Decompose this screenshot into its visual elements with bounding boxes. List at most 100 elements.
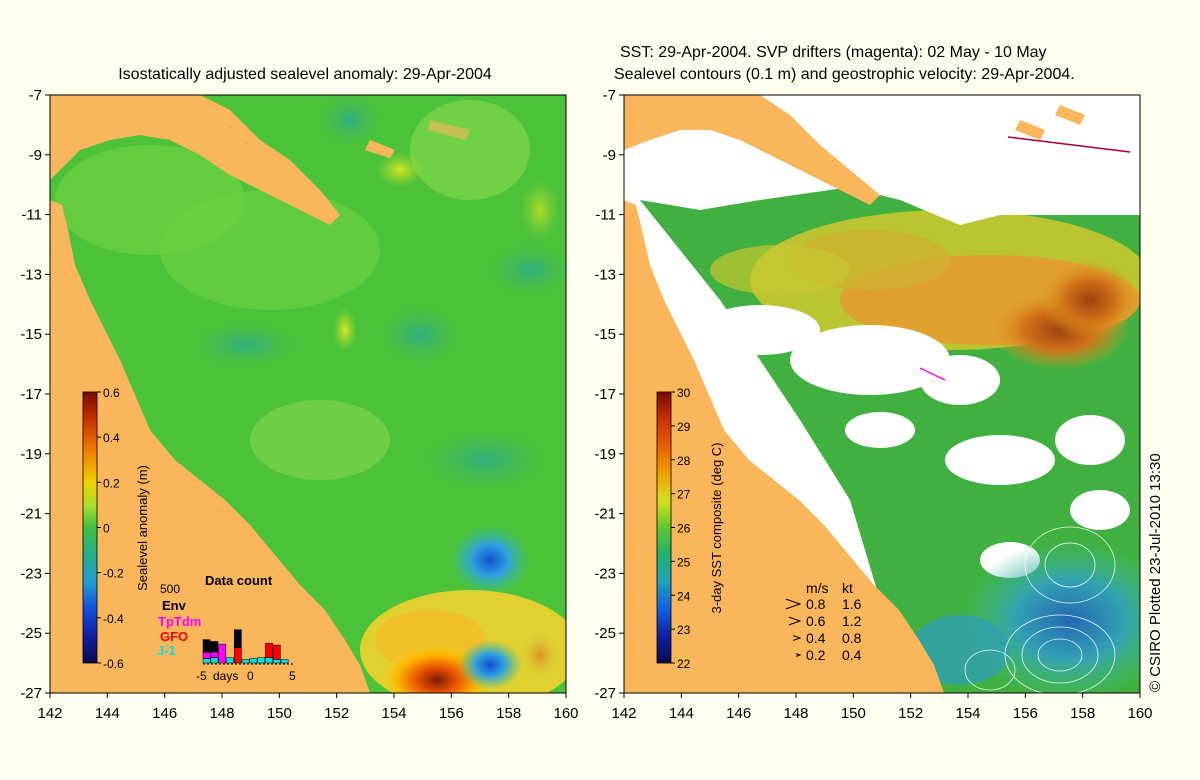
velocity-legend-arrow bbox=[788, 616, 802, 626]
data-count-bar-j1 bbox=[241, 659, 250, 664]
data-count-legend-gfo: GFO bbox=[160, 629, 188, 644]
sla-ytick-label: -23 bbox=[20, 565, 42, 582]
sla-xtick-label: 156 bbox=[439, 705, 464, 722]
velocity-legend-arrow bbox=[792, 635, 802, 641]
data-count-legend-env: Env bbox=[162, 598, 187, 613]
data-count-bar-tptdm bbox=[202, 651, 211, 659]
data-count-bar-j1 bbox=[202, 658, 211, 664]
data-count-bar-j1 bbox=[265, 657, 273, 664]
velocity-legend-ms: 0.8 bbox=[806, 596, 826, 612]
sst-xtick-label: 150 bbox=[841, 705, 866, 722]
data-count-bar-env bbox=[202, 639, 211, 653]
sst-colorbar-tick-label: 23 bbox=[677, 623, 691, 637]
sla-colorbar-tick-label: 0.6 bbox=[103, 386, 120, 400]
data-count-xlabel: days bbox=[213, 669, 238, 683]
data-count-bar-gfo bbox=[233, 647, 242, 664]
sla-xtick-label: 160 bbox=[553, 705, 578, 722]
velocity-legend-kt: 1.2 bbox=[842, 613, 862, 629]
sst-xtick-label: 152 bbox=[898, 705, 923, 722]
sst-map-axes: 142 144 146 148 150 152 154 156 158 160 -7 -9 -11 -13… bbox=[594, 87, 1152, 722]
sla-colorbar-scale bbox=[82, 391, 98, 664]
sst-ytick-label: -19 bbox=[594, 446, 616, 463]
sst-xtick-label: 156 bbox=[1013, 705, 1038, 722]
sla-ytick-label: -15 bbox=[20, 326, 42, 343]
sst-xtick-label: 158 bbox=[1070, 705, 1095, 722]
sst-xtick-label: 142 bbox=[611, 705, 636, 722]
velocity-legend-kt: 1.6 bbox=[842, 596, 862, 612]
sla-ytick-label: -19 bbox=[20, 446, 42, 463]
sst-ytick-label: -13 bbox=[594, 266, 616, 283]
sst-colorbar-tick-label: 29 bbox=[677, 420, 691, 434]
data-count-bar-gfo bbox=[265, 642, 273, 658]
data-count-inset: Data count 500 Env TpTdm GFO J-1 -5 days… bbox=[157, 573, 296, 683]
sst-xtick-label: 146 bbox=[726, 705, 751, 722]
sst-map-title-line1: SST: 29-Apr-2004. SVP drifters (magenta)… bbox=[620, 44, 1047, 61]
sst-colorbar: 30 29 28 27 26 25 24 23 22 3-day SST composite (… bbox=[656, 386, 724, 671]
sla-xtick-label: 152 bbox=[324, 705, 349, 722]
sla-ytick-label: -27 bbox=[20, 685, 42, 702]
sla-map-title: Isostatically adjusted sealevel anomaly:… bbox=[118, 66, 492, 83]
velocity-legend-kt: 0.8 bbox=[842, 630, 862, 646]
data-count-bar-j1 bbox=[226, 657, 234, 664]
data-count-bar-env bbox=[210, 641, 219, 653]
velocity-legend-kt: 0.4 bbox=[842, 647, 862, 663]
data-count-xtick-0: 0 bbox=[247, 669, 254, 683]
velocity-legend: m/s kt 0.8 1.60.6 1.20.4 0.80.2 0.4 bbox=[785, 580, 862, 663]
sla-ytick-label: -25 bbox=[20, 625, 42, 642]
velocity-legend-header-kt: kt bbox=[842, 580, 853, 596]
data-count-bar-env bbox=[233, 629, 242, 648]
velocity-legend-arrow bbox=[785, 598, 802, 610]
data-count-xtick-5: 5 bbox=[289, 669, 296, 683]
sst-colorbar-tick-label: 22 bbox=[677, 657, 691, 671]
sla-ytick-label: -13 bbox=[20, 266, 42, 283]
velocity-legend-ms: 0.2 bbox=[806, 647, 826, 663]
sst-ytick-label: -27 bbox=[594, 685, 616, 702]
sla-ytick-label: -17 bbox=[20, 386, 42, 403]
sla-xtick-label: 154 bbox=[381, 705, 406, 722]
data-count-xtick-neg5: -5 bbox=[196, 669, 207, 683]
sst-xtick-label: 160 bbox=[1127, 705, 1152, 722]
sst-ytick-label: -17 bbox=[594, 386, 616, 403]
sst-colorbar-tick-label: 24 bbox=[677, 589, 691, 603]
sla-xtick-label: 146 bbox=[152, 705, 177, 722]
sst-ytick-label: -15 bbox=[594, 326, 616, 343]
sst-colorbar-tick-label: 30 bbox=[677, 386, 691, 400]
sla-map-axes: 142 144 146 148 150 152 154 156 158 160 -7 -9 -11 -13… bbox=[20, 87, 578, 722]
data-count-title: Data count bbox=[205, 573, 273, 588]
sla-colorbar: 0.6 0.4 0.2 0 -0.2 -0.4 -0.6 Sealevel anomaly … bbox=[82, 386, 150, 671]
sla-map-field bbox=[50, 95, 566, 693]
sst-map-field bbox=[624, 95, 1140, 693]
sst-colorbar-tick-label: 27 bbox=[677, 488, 691, 502]
sla-colorbar-label: Sealevel anomaly (m) bbox=[135, 465, 150, 591]
sla-ytick-label: -9 bbox=[29, 147, 42, 164]
sla-colorbar-tick-label: 0.4 bbox=[103, 431, 120, 445]
data-count-bar-j1 bbox=[249, 658, 258, 664]
data-count-max-label: 500 bbox=[160, 582, 180, 596]
data-count-bar-j1 bbox=[280, 659, 289, 664]
velocity-legend-header-ms: m/s bbox=[806, 580, 829, 596]
sla-xtick-label: 144 bbox=[95, 705, 120, 722]
sst-ytick-label: -25 bbox=[594, 625, 616, 642]
data-count-bar-j1 bbox=[257, 657, 266, 664]
data-count-bar-j1 bbox=[210, 657, 219, 664]
velocity-legend-ms: 0.4 bbox=[806, 630, 826, 646]
sla-xtick-label: 150 bbox=[267, 705, 292, 722]
sst-colorbar-label: 3-day SST composite (deg C) bbox=[709, 443, 724, 614]
sla-ytick-label: -11 bbox=[21, 207, 42, 224]
sla-colorbar-tick-label: -0.2 bbox=[103, 567, 124, 581]
sla-colorbar-tick-label: 0.2 bbox=[103, 476, 120, 490]
sst-xtick-label: 154 bbox=[955, 705, 980, 722]
sst-map-panel: SST: 29-Apr-2004. SVP drifters (magenta)… bbox=[594, 44, 1152, 722]
data-count-bar-gfo bbox=[272, 644, 281, 660]
sla-xtick-label: 148 bbox=[209, 705, 234, 722]
credit-text: © CSIRO Plotted 23-Jul-2010 13:30 bbox=[1147, 453, 1164, 692]
data-count-legend-j1: J-1 bbox=[157, 643, 176, 658]
sla-colorbar-tick-label: -0.6 bbox=[103, 657, 124, 671]
sst-colorbar-tick-label: 28 bbox=[677, 454, 691, 468]
velocity-legend-ms: 0.6 bbox=[806, 613, 826, 629]
data-count-bar-j1 bbox=[272, 659, 281, 664]
sst-ytick-label: -21 bbox=[594, 506, 616, 523]
sla-ytick-label: -21 bbox=[20, 506, 42, 523]
sla-map-panel: Isostatically adjusted sealevel anomaly:… bbox=[20, 66, 578, 722]
